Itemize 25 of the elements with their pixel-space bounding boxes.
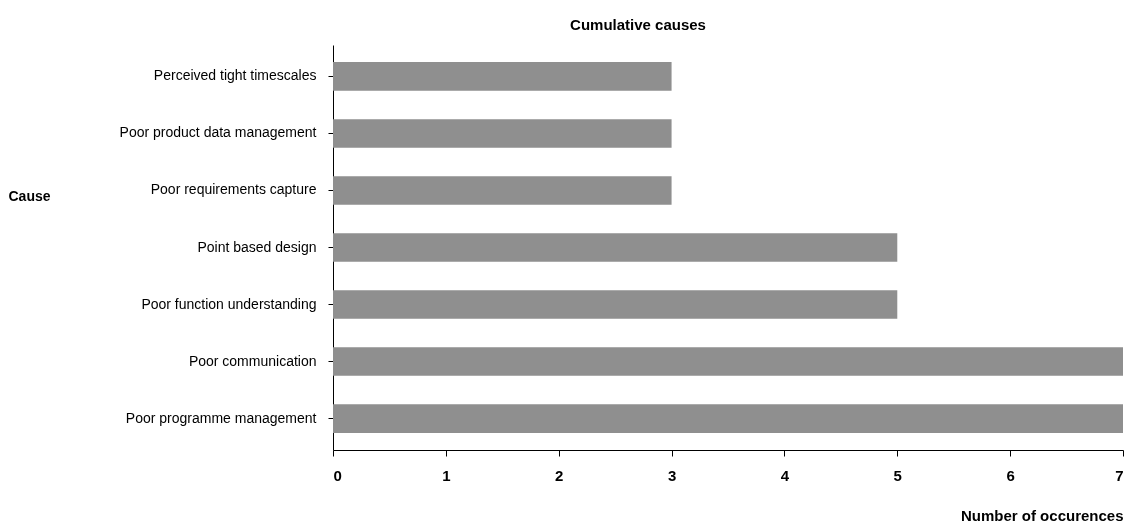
x-tick-label: 5 bbox=[893, 466, 902, 484]
x-tick-label: 6 bbox=[1006, 466, 1015, 484]
bar bbox=[333, 347, 1123, 376]
bar bbox=[333, 119, 672, 148]
y-tick-label: Poor product data management bbox=[119, 124, 317, 141]
y-tick-label: Poor programme management bbox=[125, 409, 317, 426]
chart-title: Cumulative causes bbox=[570, 16, 706, 33]
x-tick-label: 4 bbox=[780, 466, 790, 484]
bar bbox=[333, 404, 1123, 433]
y-tick-label: Poor function understanding bbox=[141, 295, 317, 312]
x-axis-title: Number of occurences bbox=[960, 506, 1124, 524]
x-tick-label: 7 bbox=[1115, 466, 1124, 484]
bar bbox=[333, 290, 898, 319]
y-tick-label: Poor requirements capture bbox=[150, 181, 317, 198]
bar bbox=[333, 62, 672, 91]
bar bbox=[333, 233, 898, 262]
x-tick-label: 1 bbox=[442, 466, 451, 484]
bar bbox=[333, 176, 672, 205]
y-tick-label: Poor communication bbox=[188, 352, 317, 369]
y-tick-label: Point based design bbox=[197, 238, 317, 255]
x-tick-label: 2 bbox=[555, 466, 564, 484]
x-tick-label: 3 bbox=[667, 466, 677, 484]
x-tick-label: 0 bbox=[333, 466, 342, 484]
y-axis-title: Cause bbox=[8, 187, 51, 204]
y-tick-label: Perceived tight timescales bbox=[153, 67, 317, 84]
